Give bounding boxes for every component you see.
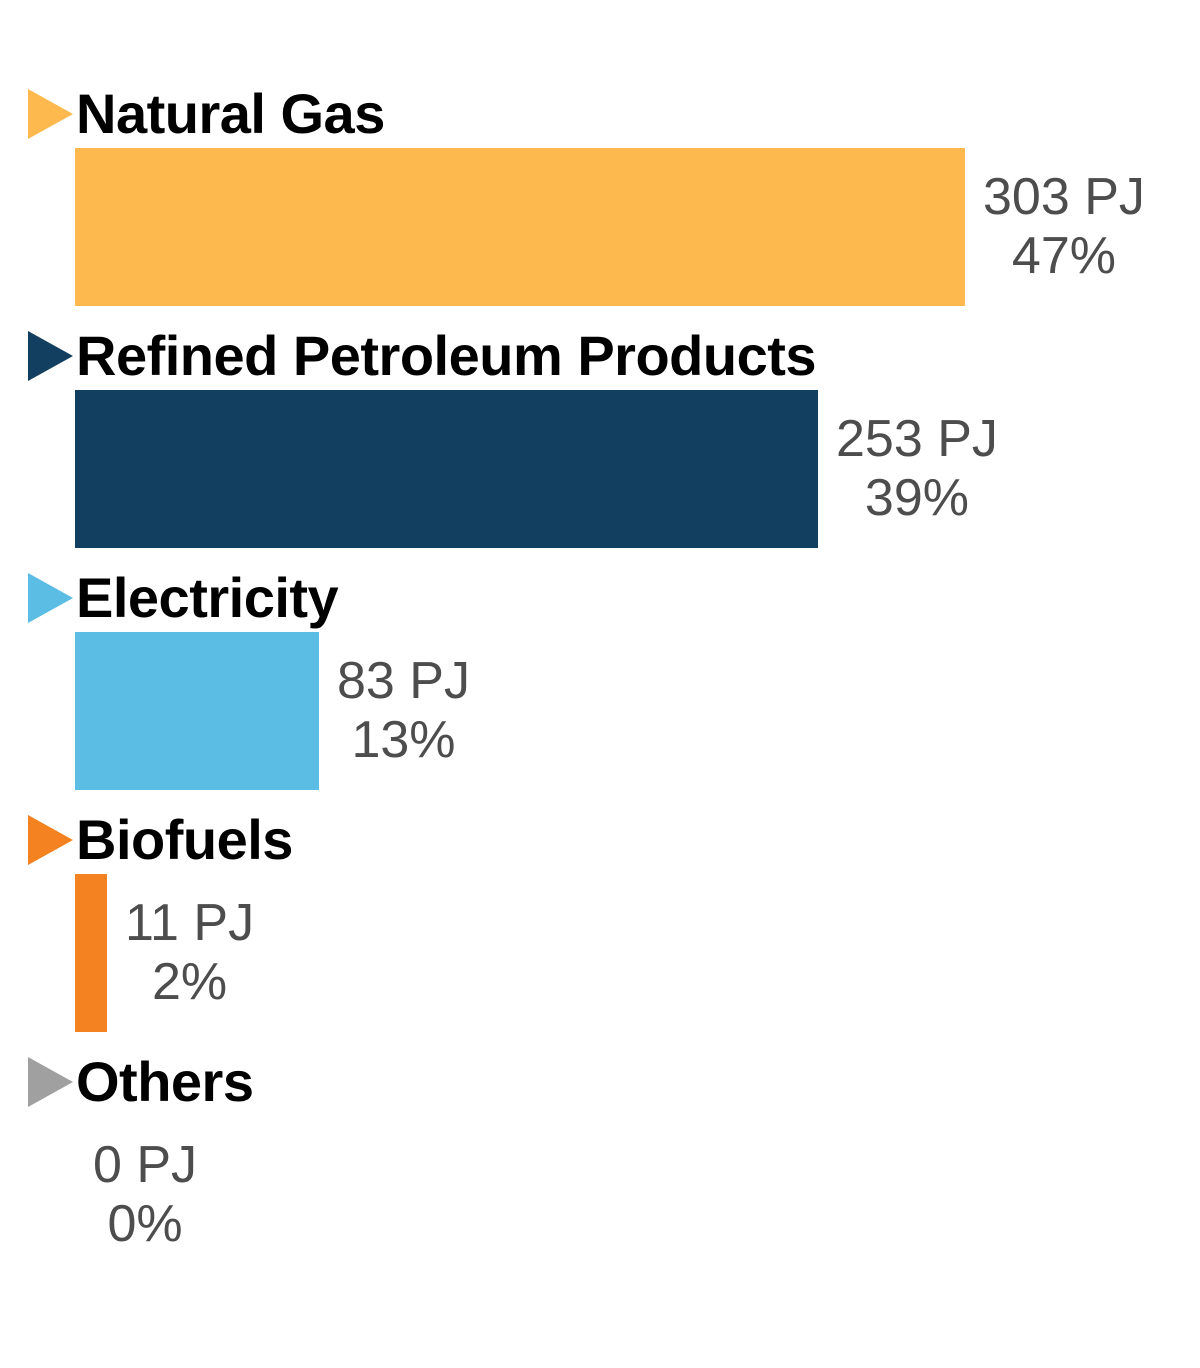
bar-track-biofuels: 11 PJ 2%	[75, 874, 1200, 1032]
category-label: Biofuels	[76, 808, 293, 871]
percent-label: 0%	[107, 1195, 183, 1253]
bar-refined-petroleum-products	[75, 390, 818, 548]
value-annotation-refined-petroleum-products: 253 PJ 39%	[836, 410, 998, 528]
value-label: 253 PJ	[836, 410, 998, 468]
category-header-refined-petroleum-products: Refined Petroleum Products	[28, 328, 1200, 384]
bar-track-others: 0 PJ 0%	[75, 1116, 1200, 1274]
bar-track-electricity: 83 PJ 13%	[75, 632, 1200, 790]
bar-track-natural-gas: 303 PJ 47%	[75, 148, 1200, 306]
energy-demand-bar-chart: Natural Gas 303 PJ 47% Refined Petroleum Pr…	[28, 86, 1200, 1274]
value-annotation-natural-gas: 303 PJ 47%	[983, 168, 1145, 286]
value-annotation-others: 0 PJ 0%	[93, 1136, 197, 1254]
triangle-marker-icon	[28, 89, 73, 139]
bar-track-refined-petroleum-products: 253 PJ 39%	[75, 390, 1200, 548]
percent-label: 2%	[151, 953, 228, 1011]
category-label: Electricity	[76, 566, 339, 629]
bar-electricity	[75, 632, 319, 790]
category-header-biofuels: Biofuels	[28, 812, 1200, 868]
value-label: 11 PJ	[125, 894, 255, 952]
chart-row-refined-petroleum-products: Refined Petroleum Products 253 PJ 39%	[28, 328, 1200, 548]
value-annotation-biofuels: 11 PJ 2%	[125, 894, 254, 1012]
category-header-others: Others	[28, 1054, 1200, 1110]
triangle-marker-icon	[28, 331, 73, 381]
bar-biofuels	[75, 874, 107, 1032]
triangle-marker-icon	[28, 815, 73, 865]
percent-label: 47%	[1011, 227, 1116, 285]
bar-natural-gas	[75, 148, 965, 306]
category-label: Refined Petroleum Products	[76, 324, 817, 387]
value-label: 303 PJ	[983, 168, 1145, 226]
chart-row-others: Others 0 PJ 0%	[28, 1054, 1200, 1274]
chart-row-electricity: Electricity 83 PJ 13%	[28, 570, 1200, 790]
triangle-marker-icon	[28, 1057, 73, 1107]
percent-label: 39%	[864, 469, 969, 527]
category-label: Natural Gas	[76, 82, 385, 145]
chart-row-natural-gas: Natural Gas 303 PJ 47%	[28, 86, 1200, 306]
chart-row-biofuels: Biofuels 11 PJ 2%	[28, 812, 1200, 1032]
value-annotation-electricity: 83 PJ 13%	[337, 652, 470, 770]
category-label: Others	[76, 1050, 254, 1113]
triangle-marker-icon	[28, 573, 73, 623]
value-label: 0 PJ	[93, 1136, 198, 1194]
percent-label: 13%	[351, 711, 456, 769]
category-header-electricity: Electricity	[28, 570, 1200, 626]
value-label: 83 PJ	[337, 652, 470, 710]
category-header-natural-gas: Natural Gas	[28, 86, 1200, 142]
